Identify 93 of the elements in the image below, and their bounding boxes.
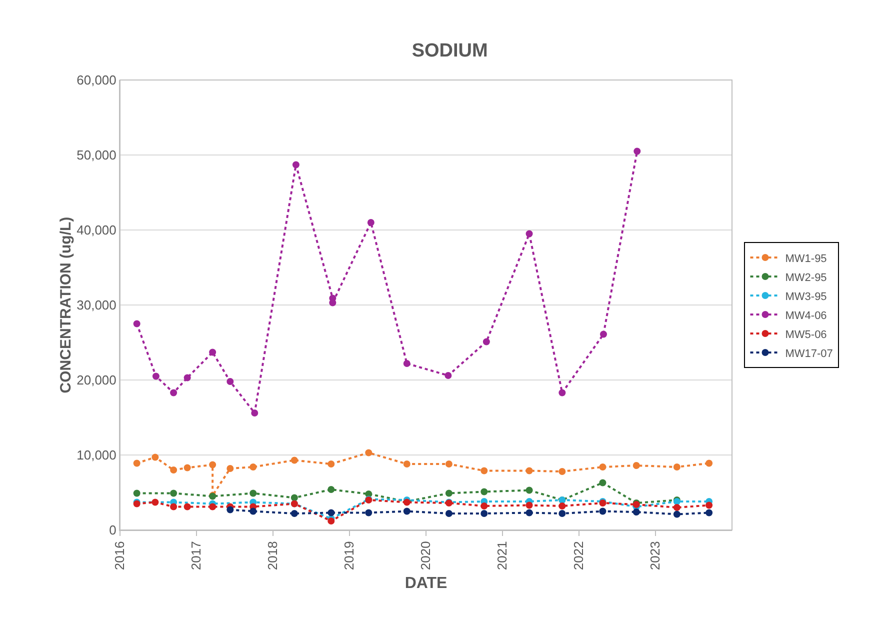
y-tick-label: 40,000 [76,222,116,238]
point [706,460,713,467]
chart-title: SODIUM [412,40,488,62]
point [328,486,335,493]
point [480,510,488,517]
point [329,299,336,306]
point [632,508,640,516]
x-tick-label: 2018 [265,541,280,570]
x-tick-label: 2016 [112,541,128,570]
legend-label: MW17-07 [785,348,833,360]
point [632,462,640,469]
point [480,488,488,496]
point [706,502,713,509]
point [209,503,216,510]
legend-label: MW5-06 [785,328,827,341]
point [328,518,335,524]
point [152,454,159,461]
point [250,490,257,497]
point [170,389,178,396]
point [403,460,410,468]
y-tick-label: 60,000 [76,72,116,88]
point [226,378,234,385]
point [170,503,178,510]
legend-label: MW4-06 [785,310,827,322]
point [403,360,410,367]
point [152,498,159,506]
point [526,509,533,516]
point [526,486,533,494]
y-tick-label: 20,000 [76,372,116,388]
point [445,460,452,468]
point [482,338,490,346]
point [403,508,410,515]
point [290,456,298,464]
point [480,502,488,510]
point [226,506,234,514]
point [673,504,680,511]
point [184,374,191,382]
point [599,464,606,470]
legend-label: MW3-95 [785,290,827,303]
point [558,502,566,510]
point [170,490,178,497]
point [365,449,372,456]
x-tick-label: 2019 [342,541,357,570]
point [444,372,452,379]
point [445,510,452,517]
point [365,509,372,516]
x-tick-label: 2017 [188,541,204,570]
y-tick-label: 10,000 [76,448,116,463]
point [133,490,140,497]
point [673,464,680,470]
point [251,410,258,416]
point [445,490,452,497]
point [558,389,566,396]
point [599,479,606,486]
point [290,510,298,517]
point [526,230,533,238]
point [328,460,335,468]
point [133,320,140,328]
point [133,460,140,467]
point [526,467,533,474]
x-axis-title: DATE [404,575,448,592]
point [184,464,191,472]
point [600,330,607,338]
point [673,510,680,518]
x-tick-label: 2022 [571,541,586,570]
point [152,372,160,380]
point [250,464,257,470]
point [209,348,216,356]
point [170,466,178,474]
y-tick-label: 30,000 [76,298,116,313]
point [634,148,641,155]
point [480,467,488,474]
point [706,509,713,516]
point [526,502,533,509]
legend-label: MW1-95 [785,252,827,265]
x-tick-label: 2023 [648,541,663,570]
point [558,510,566,517]
y-tick-label: 50,000 [76,148,116,163]
y-tick-label: 0 [109,522,116,538]
point [209,461,216,468]
point [290,494,298,502]
point [328,509,335,516]
legend-label: MW2-95 [785,272,827,284]
point [292,161,300,168]
point [226,465,234,472]
point [184,503,191,510]
point [599,508,606,515]
point [250,508,257,515]
x-tick-label: 2020 [418,541,434,570]
y-axis-title: CONCENTRATION (ug/L) [58,216,75,394]
point [558,468,566,475]
x-tick-label: 2021 [494,541,510,570]
point [367,219,374,226]
